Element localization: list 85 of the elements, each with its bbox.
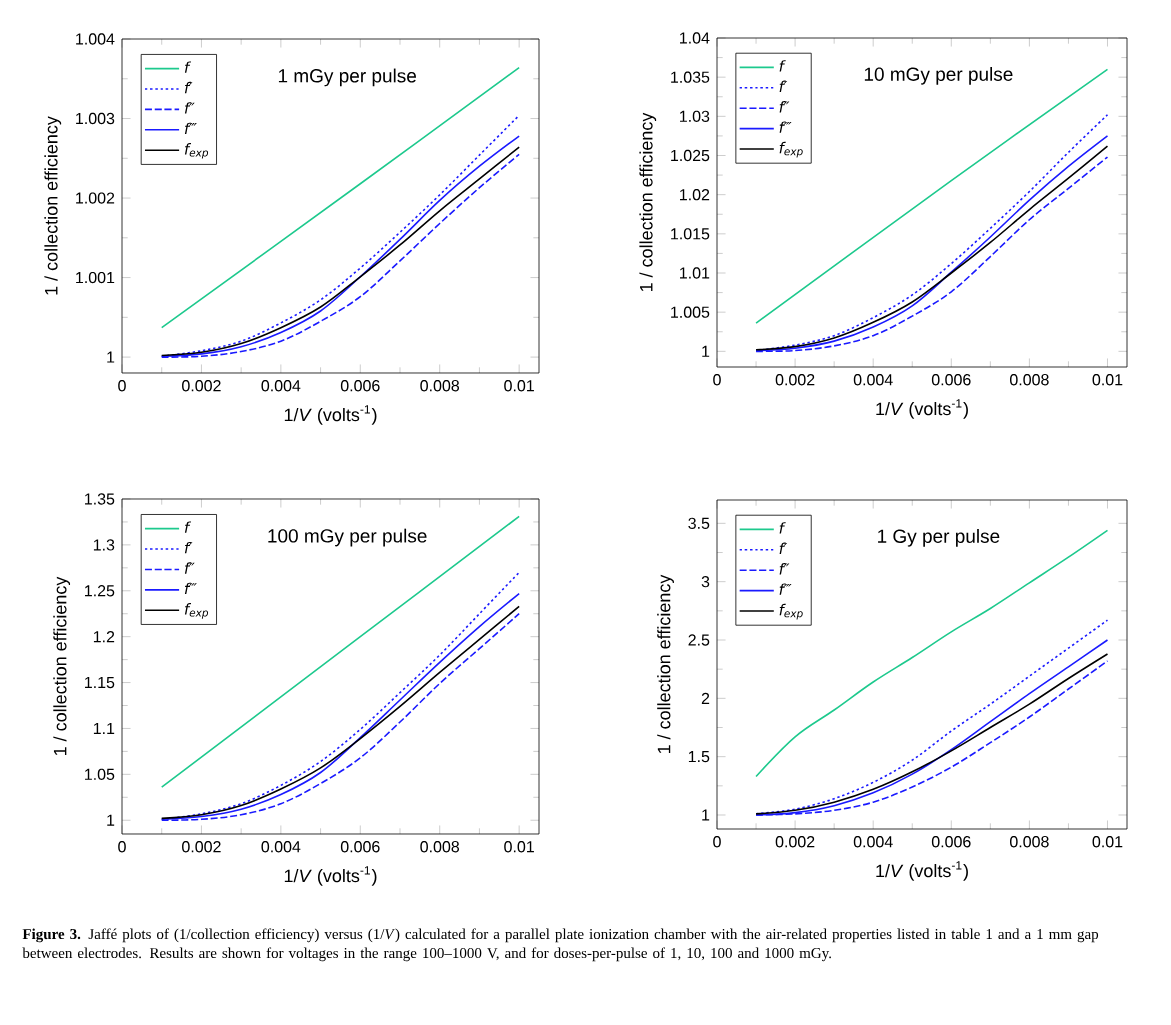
y-axis-title: 1 / collection efficiency: [657, 574, 674, 753]
y-tick-label: 1: [702, 345, 710, 357]
x-tick-label: 0: [713, 836, 721, 848]
text: Figure 3. Jaffé plots of (1/collection efficiency) versus (1/V) calculated for a parallel plate ionization chamber with the air-related properties listed in table 1 and a 1 mm gap between electrodes. Results are shown for voltages in the range 100–1000 V, and for doses-per-pulse of 1, 10, 100 and 1000 mGy.: [22, 928, 1099, 962]
legend-label: f″: [184, 562, 195, 574]
legend-label: f: [184, 521, 192, 533]
x-axis-title: 1/V (volts$^{-1}$): [284, 866, 377, 886]
legend-label: f: [779, 522, 786, 534]
legend-label: f′: [184, 541, 193, 554]
x-tick-label: 0.002: [775, 374, 815, 386]
y-tick-label: 1.003: [76, 112, 115, 125]
y-tick-label: 1.03: [680, 110, 710, 122]
x-tick-label: 0.006: [931, 836, 971, 848]
legend-label: f″: [779, 563, 790, 575]
y-tick-label: 1.001: [76, 271, 115, 284]
y-tick-label: 1.025: [671, 149, 710, 162]
y-tick-label: 1.25: [85, 585, 115, 597]
y-tick-label: 1.02: [680, 189, 710, 201]
legend-label: f′: [184, 81, 193, 94]
x-axis-title: 1/V (volts$^{-1}$): [876, 399, 968, 419]
x-tick-label: 0.006: [340, 380, 380, 392]
y-tick-label: 1.01: [680, 267, 710, 279]
legend-label: f′: [779, 542, 788, 554]
legend-label: f$_{exp}$: [779, 141, 803, 158]
y-tick-label: 1: [702, 809, 710, 821]
legend-label: f″: [779, 101, 790, 113]
x-tick-label: 0.004: [853, 374, 893, 386]
y-tick-label: 2: [701, 692, 710, 704]
legend-label: f‴: [184, 122, 197, 135]
x-tick-label: 0.002: [182, 380, 221, 392]
text: 1 Gy per pulse: [878, 528, 1000, 547]
x-tick-label: 0: [118, 841, 126, 853]
x-tick-label: 0.008: [1010, 374, 1049, 386]
x-tick-label: 0.006: [340, 841, 380, 853]
legend-label: f: [779, 60, 786, 72]
y-tick-label: 3: [701, 576, 710, 588]
text: 10 mGy per pulse: [864, 66, 1013, 85]
y-tick-label: 1.2: [93, 631, 115, 643]
y-tick-label: 1.3: [93, 539, 115, 551]
legend-label: f′: [779, 80, 788, 92]
x-tick-label: 0.008: [420, 380, 460, 392]
legend-label: f″: [184, 102, 195, 114]
text: 1 mGy per pulse: [278, 68, 417, 87]
legend-label: f$_{exp}$: [779, 603, 803, 620]
x-axis-title: 1/V (volts$^{-1}$): [876, 861, 968, 881]
x-axis-title: 1/V (volts$^{-1}$): [284, 405, 377, 425]
x-tick-label: 0.01: [504, 380, 534, 392]
y-tick-label: 1: [107, 351, 115, 363]
x-tick-label: 0.008: [420, 841, 460, 853]
x-tick-label: 0.004: [261, 380, 301, 392]
y-axis-title: 1 / collection efficiency: [639, 112, 657, 291]
y-tick-label: 1.04: [680, 32, 710, 44]
x-tick-label: 0.006: [931, 374, 971, 386]
legend-label: f$_{exp}$: [184, 603, 209, 619]
y-tick-label: 1.015: [671, 228, 710, 240]
y-axis-title: 1 / collection efficiency: [44, 116, 62, 295]
y-tick-label: 1.035: [671, 71, 710, 83]
legend-label: f‴: [184, 582, 197, 595]
legend-label: f‴: [779, 583, 792, 595]
x-tick-label: 0.004: [853, 836, 893, 848]
x-tick-label: 0.01: [504, 841, 534, 853]
x-tick-label: 0.002: [182, 841, 221, 853]
y-tick-label: 2.5: [688, 634, 710, 646]
x-tick-label: 0.01: [1092, 836, 1123, 848]
x-tick-label: 0.002: [775, 836, 815, 848]
y-tick-label: 1.5: [688, 751, 710, 763]
y-tick-label: 1.004: [76, 33, 115, 45]
y-axis-title: 1 / collection efficiency: [53, 576, 71, 755]
x-tick-label: 0: [118, 380, 126, 392]
y-tick-label: 1.002: [76, 192, 115, 204]
x-tick-label: 0.008: [1010, 836, 1049, 848]
y-tick-label: 1.35: [85, 493, 115, 505]
y-tick-label: 1.15: [85, 676, 115, 689]
x-tick-label: 0: [713, 374, 721, 386]
y-tick-label: 1.1: [93, 722, 115, 734]
text: 100 mGy per pulse: [268, 528, 427, 547]
legend-label: f$_{exp}$: [184, 143, 209, 159]
y-tick-label: 1.05: [85, 768, 115, 781]
legend-label: f‴: [779, 121, 792, 133]
y-tick-label: 3.5: [688, 517, 710, 529]
y-tick-label: 1.005: [671, 306, 710, 318]
x-tick-label: 0.01: [1092, 374, 1123, 386]
legend-label: f: [184, 61, 192, 73]
y-tick-label: 1: [107, 814, 115, 826]
x-tick-label: 0.004: [261, 841, 301, 853]
